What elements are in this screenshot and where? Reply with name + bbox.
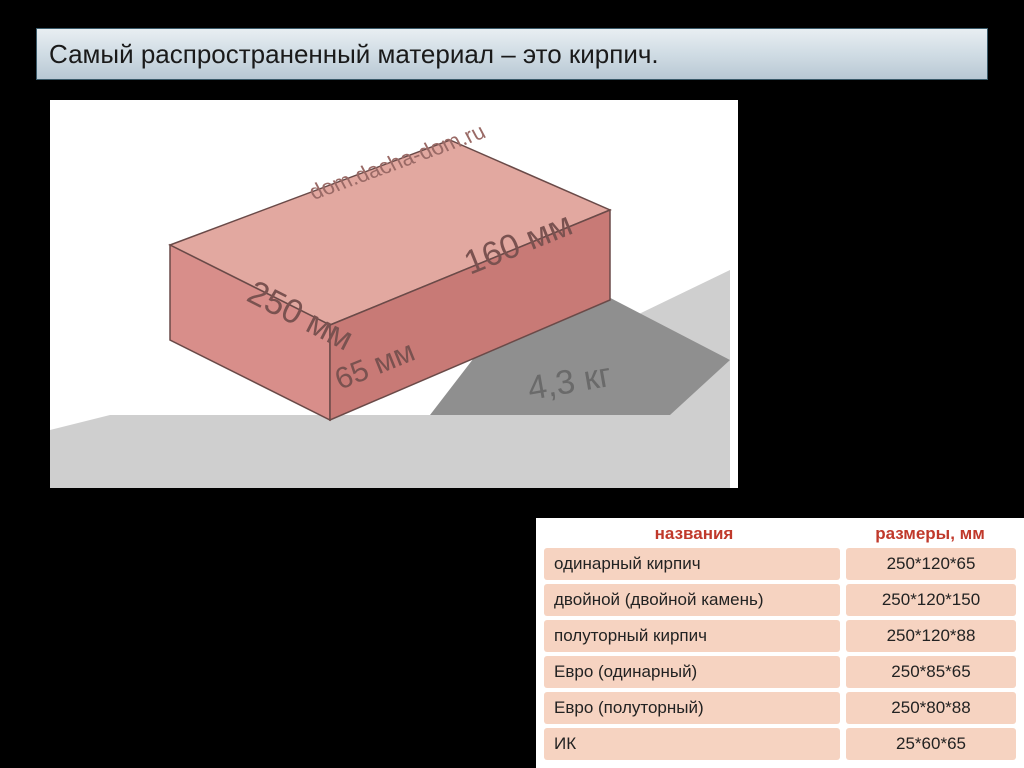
table-row: Евро (одинарный) 250*85*65 xyxy=(544,656,1016,688)
cell-name: полуторный кирпич xyxy=(544,620,840,652)
brick-diagram: 250 мм 160 мм 65 мм dom.dacha-dom.ru 4,3… xyxy=(50,100,738,488)
title-bar: Самый распространенный материал – это ки… xyxy=(36,28,988,80)
cell-name: Евро (полуторный) xyxy=(544,692,840,724)
cell-size: 250*80*88 xyxy=(846,692,1016,724)
cell-size: 250*120*65 xyxy=(846,548,1016,580)
cell-name: ИК xyxy=(544,728,840,760)
table-header: названия размеры, мм xyxy=(544,524,1016,544)
table-row: двойной (двойной камень) 250*120*150 xyxy=(544,584,1016,616)
table-row: одинарный кирпич 250*120*65 xyxy=(544,548,1016,580)
cell-size: 250*85*65 xyxy=(846,656,1016,688)
title-text: Самый распространенный материал – это ки… xyxy=(49,39,659,70)
cell-name: одинарный кирпич xyxy=(544,548,840,580)
table-row: полуторный кирпич 250*120*88 xyxy=(544,620,1016,652)
sizes-table: названия размеры, мм одинарный кирпич 25… xyxy=(536,518,1024,768)
brick-svg: 250 мм 160 мм 65 мм dom.dacha-dom.ru 4,3… xyxy=(50,100,738,488)
header-name: названия xyxy=(544,524,844,544)
table-row: ИК 25*60*65 xyxy=(544,728,1016,760)
header-size: размеры, мм xyxy=(844,524,1016,544)
table-row: Евро (полуторный) 250*80*88 xyxy=(544,692,1016,724)
cell-size: 250*120*150 xyxy=(846,584,1016,616)
cell-size: 25*60*65 xyxy=(846,728,1016,760)
cell-name: Евро (одинарный) xyxy=(544,656,840,688)
cell-size: 250*120*88 xyxy=(846,620,1016,652)
cell-name: двойной (двойной камень) xyxy=(544,584,840,616)
